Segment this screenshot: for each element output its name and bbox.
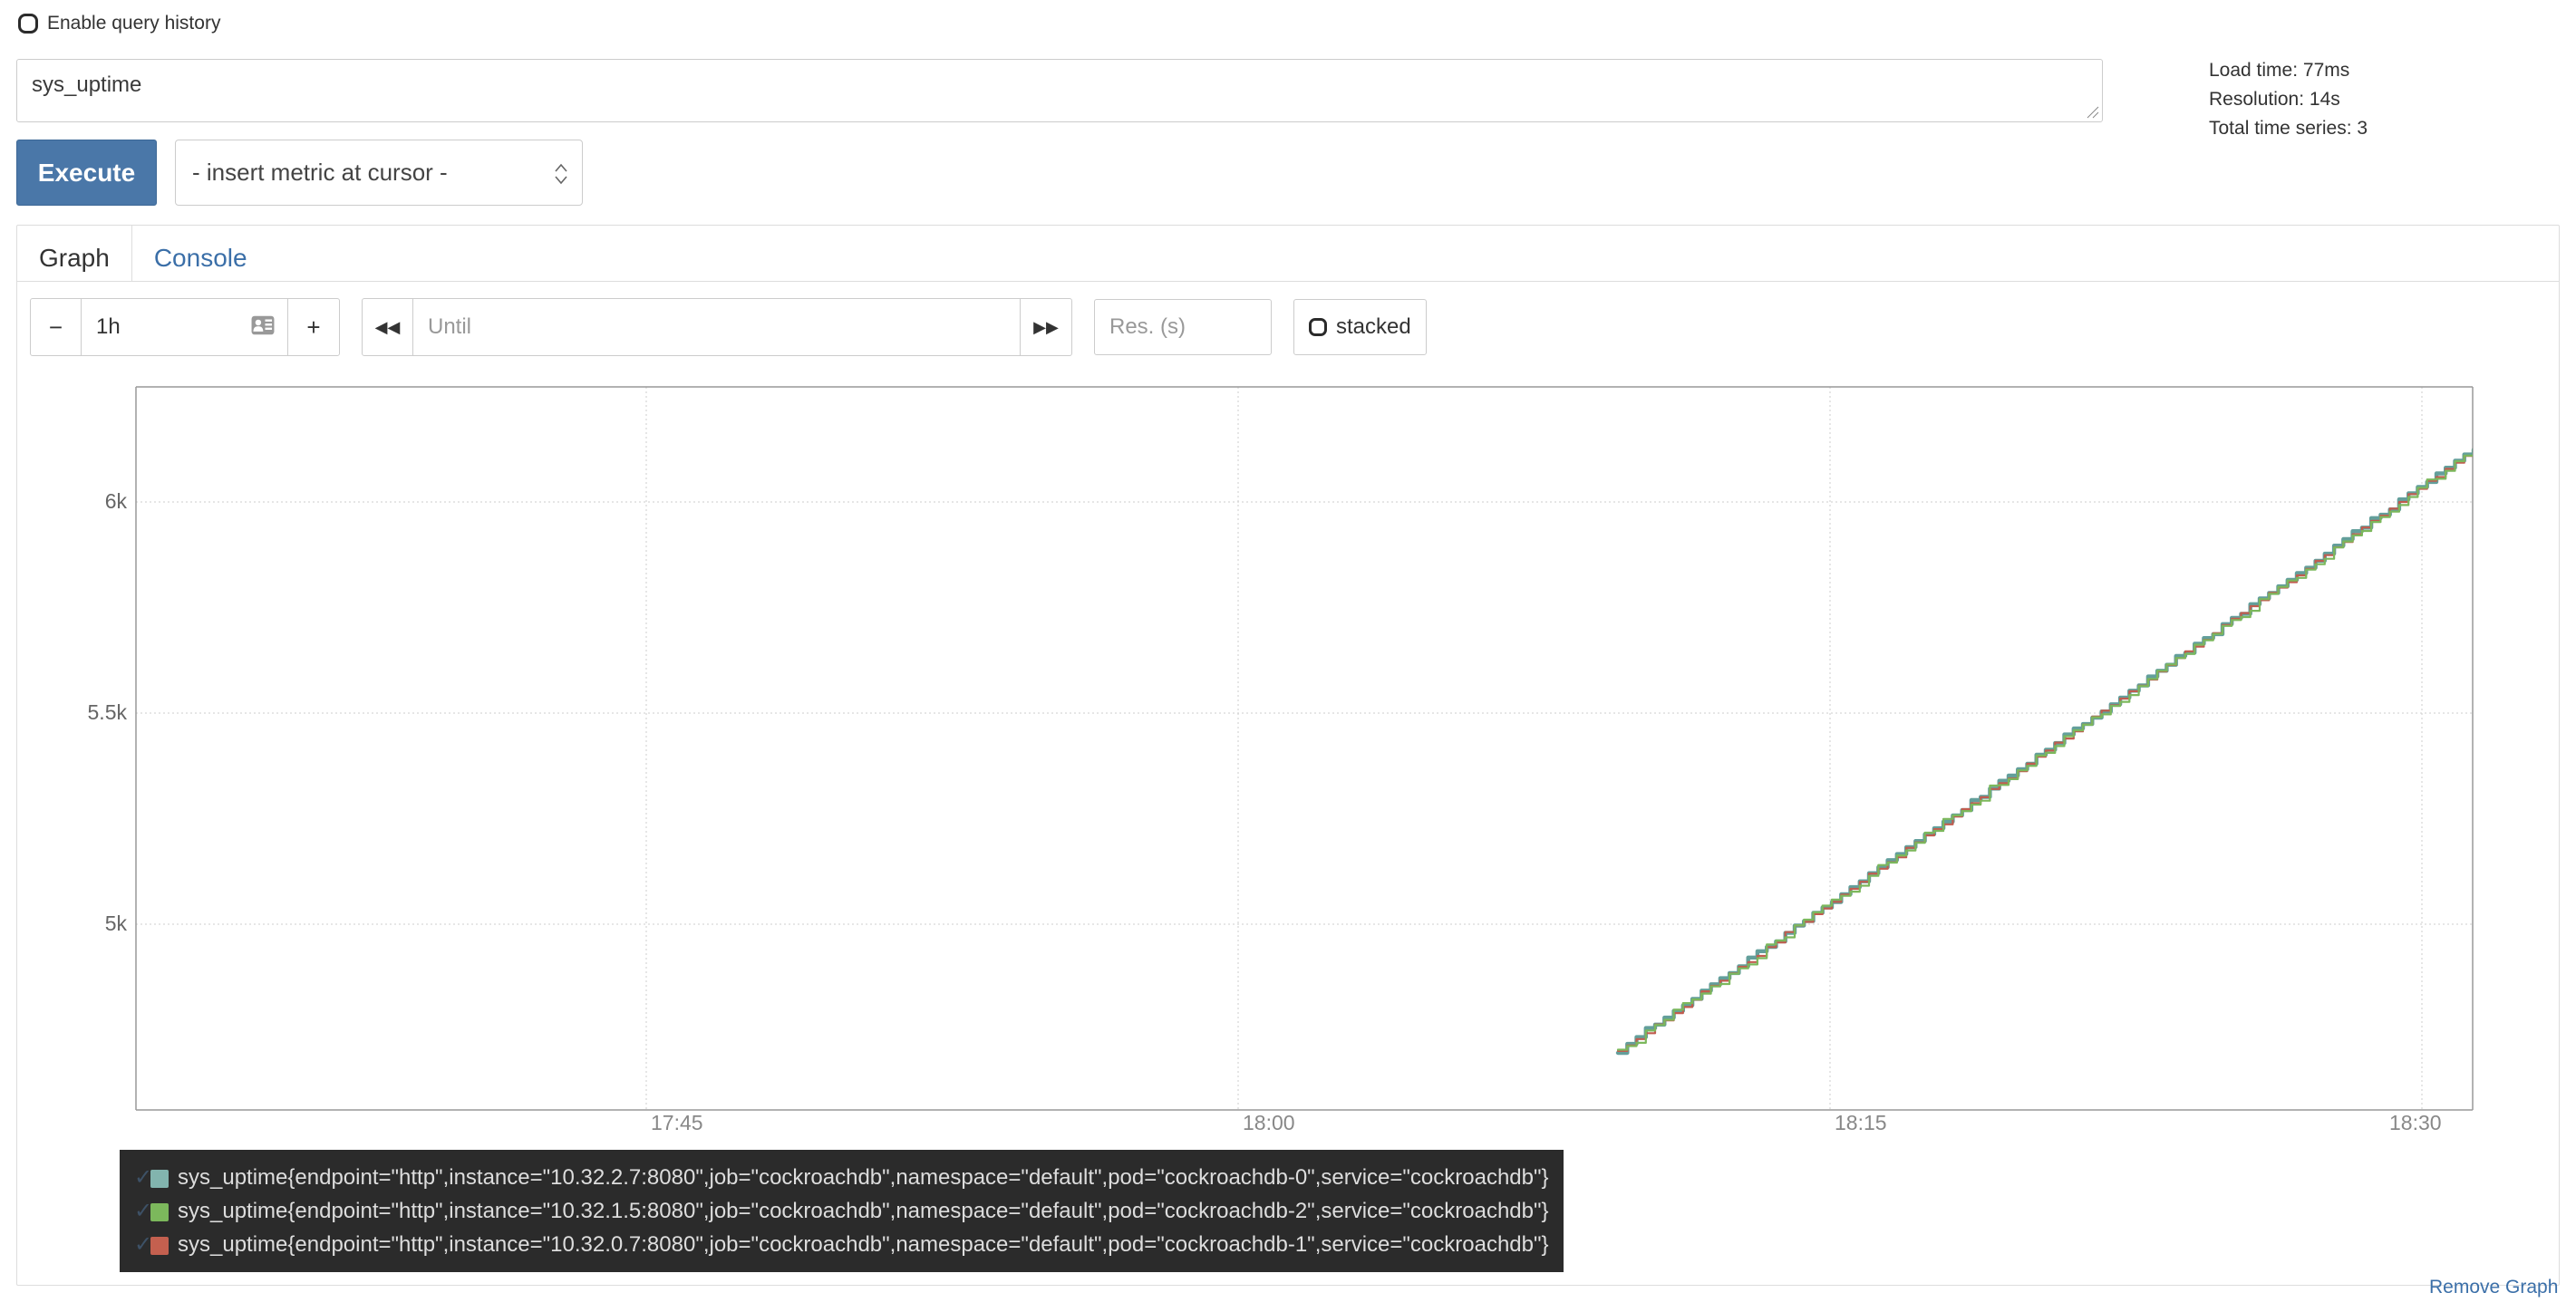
svg-text:5.5k: 5.5k (88, 700, 128, 724)
svg-text:18:30: 18:30 (2389, 1111, 2442, 1134)
svg-text:18:15: 18:15 (1835, 1111, 1887, 1134)
svg-text:6k: 6k (105, 489, 128, 513)
svg-text:17:45: 17:45 (651, 1111, 703, 1134)
svg-text:18:00: 18:00 (1243, 1111, 1295, 1134)
svg-text:5k: 5k (105, 912, 128, 935)
